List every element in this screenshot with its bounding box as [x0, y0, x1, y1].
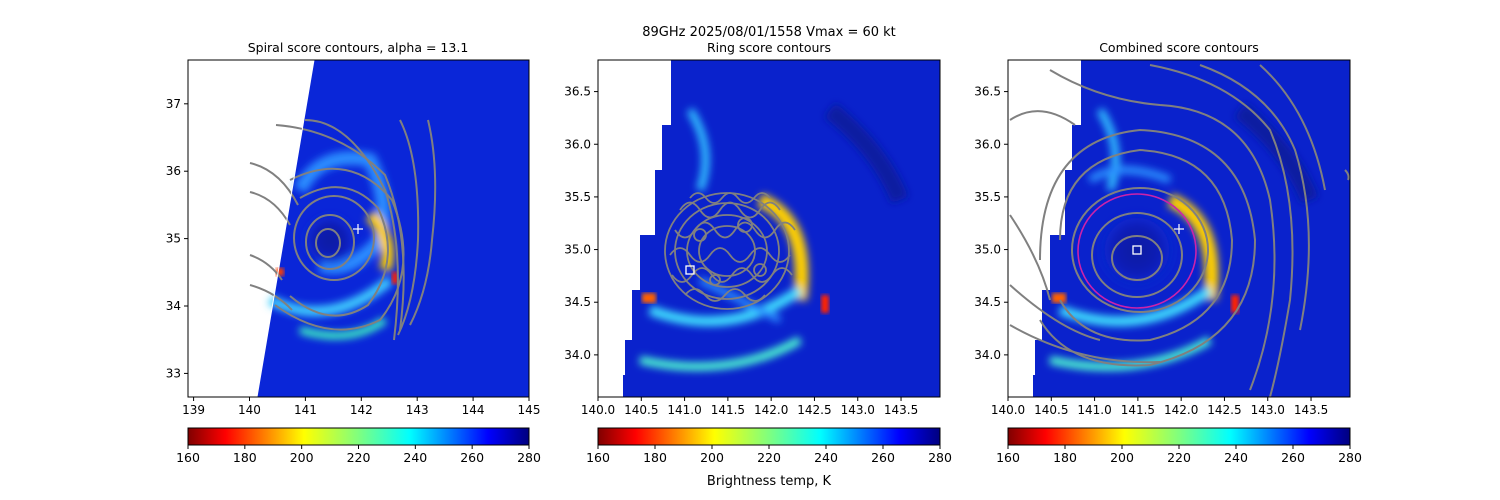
x-tick-label: 140 [238, 403, 261, 417]
colorbar-tick-label: 220 [347, 450, 371, 465]
x-tick-label: 142.5 [797, 403, 831, 417]
colorbar-gradient [1007, 427, 1351, 446]
ring-circle [1077, 193, 1197, 309]
colorbar-tick-label: 260 [1281, 450, 1305, 465]
colorbar-tick-label: 260 [460, 450, 484, 465]
colorbar-tick-label: 160 [996, 450, 1020, 465]
colorbar-tick-label: 200 [1110, 450, 1134, 465]
y-tick-label: 34.0 [564, 348, 591, 362]
colorbar-tick-label: 180 [233, 450, 257, 465]
colorbar-gradient [597, 427, 941, 446]
ring-score-contours [664, 192, 796, 310]
x-tick-label: 143.5 [1294, 403, 1328, 417]
colorbar-tick-label: 180 [1053, 450, 1077, 465]
panel-title: Combined score contours [1099, 40, 1259, 55]
y-tick-label: 35.5 [564, 190, 591, 204]
colorbar-tick-label: 240 [403, 450, 427, 465]
colorbar-tick-label: 160 [586, 450, 610, 465]
y-tick-label: 35.0 [564, 243, 591, 257]
x-tick-label: 141.0 [1077, 403, 1111, 417]
y-tick-label: 34.5 [564, 295, 591, 309]
swath-edge [256, 60, 315, 397]
panel-ring: Ring score contours [564, 40, 952, 489]
y-tick-label: 35.5 [974, 190, 1001, 204]
x-tick-label: 143 [406, 403, 429, 417]
colorbar-tick-label: 200 [700, 450, 724, 465]
axes-frame [597, 59, 941, 398]
colorbar: 160 180 200 220 240 260 280 [176, 427, 541, 465]
x-ticks: 140.0 140.5 141.0 141.5 142.0 142.5 143.0 143.5 [991, 397, 1328, 417]
x-tick-label: 144 [462, 403, 485, 417]
colorbar-gradient [187, 427, 530, 446]
x-ticks: 140.0 140.5 141.0 141.5 142.0 142.5 143.0 143.5 [581, 397, 918, 417]
colorbar-tick-label: 200 [290, 450, 314, 465]
y-tick-label: 36.5 [974, 85, 1001, 99]
y-tick-label: 36.0 [564, 137, 591, 151]
x-tick-label: 143.5 [884, 403, 918, 417]
panel-combined: Combined score contours [974, 40, 1362, 465]
x-tick-label: 142 [350, 403, 373, 417]
colorbar-tick-label: 220 [757, 450, 781, 465]
panel-spiral: Spiral score contours, alpha = 13.1 [166, 40, 541, 465]
y-ticks: 34.0 34.5 35.0 35.5 36.0 36.5 [974, 85, 1008, 362]
x-tick-label: 140.5 [1034, 403, 1068, 417]
panel-title: Ring score contours [707, 40, 831, 55]
y-tick-label: 34 [166, 299, 181, 313]
center-square-marker [685, 265, 695, 275]
axes-frame [1007, 59, 1351, 398]
swath-missing [598, 60, 671, 375]
x-tick-label: 141 [294, 403, 317, 417]
y-tick-label: 36.5 [564, 85, 591, 99]
colorbar-tick-label: 240 [1224, 450, 1248, 465]
x-tick-label: 140.0 [991, 403, 1025, 417]
x-tick-label: 142.5 [1207, 403, 1241, 417]
x-tick-label: 140.0 [581, 403, 615, 417]
y-tick-label: 36.0 [974, 137, 1001, 151]
center-plus-marker [353, 224, 363, 234]
x-tick-label: 140.5 [624, 403, 658, 417]
x-tick-label: 142.0 [1164, 403, 1198, 417]
y-tick-label: 34.5 [974, 295, 1001, 309]
axes-frame [187, 59, 530, 398]
colorbar-tick-label: 260 [871, 450, 895, 465]
spiral-score-contours [249, 119, 437, 341]
colorbar-tick-label: 280 [1338, 450, 1362, 465]
center-plus-marker [1174, 224, 1184, 234]
y-tick-label: 34.0 [974, 348, 1001, 362]
brightness-heatmap [598, 60, 940, 397]
x-tick-label: 143.0 [1251, 403, 1285, 417]
x-tick-label: 141.5 [711, 403, 745, 417]
y-tick-label: 37 [166, 97, 181, 111]
brightness-heatmap [1008, 60, 1350, 397]
y-tick-label: 35 [166, 232, 181, 246]
colorbar: 160 180 200 220 240 260 280 [586, 427, 952, 465]
colorbar-tick-label: 160 [176, 450, 200, 465]
x-tick-label: 141.5 [1121, 403, 1155, 417]
colorbar-tick-label: 180 [643, 450, 667, 465]
y-tick-label: 33 [166, 366, 181, 380]
y-tick-label: 35.0 [974, 243, 1001, 257]
colorbar-tick-label: 240 [814, 450, 838, 465]
colorbar-tick-label: 220 [1167, 450, 1191, 465]
combined-score-contours [1009, 64, 1350, 397]
x-ticks: 139 140 141 142 143 144 145 [182, 397, 540, 417]
y-ticks: 33 34 35 36 37 [166, 97, 188, 380]
y-tick-label: 36 [166, 164, 181, 178]
colorbar-tick-label: 280 [517, 450, 541, 465]
brightness-heatmap [188, 60, 529, 397]
y-ticks: 34.0 34.5 35.0 35.5 36.0 36.5 [564, 85, 598, 362]
x-tick-label: 141.0 [667, 403, 701, 417]
x-tick-label: 142.0 [754, 403, 788, 417]
x-tick-label: 145 [518, 403, 541, 417]
colorbar-label: Brightness temp, K [707, 474, 832, 489]
x-tick-label: 139 [182, 403, 205, 417]
figure-suptitle: 89GHz 2025/08/01/1558 Vmax = 60 kt [642, 25, 896, 40]
colorbar-tick-label: 280 [928, 450, 952, 465]
colorbar: 160 180 200 220 240 260 280 [996, 427, 1362, 465]
x-tick-label: 143.0 [841, 403, 875, 417]
panel-title: Spiral score contours, alpha = 13.1 [248, 40, 469, 55]
center-square-marker [1132, 245, 1142, 255]
